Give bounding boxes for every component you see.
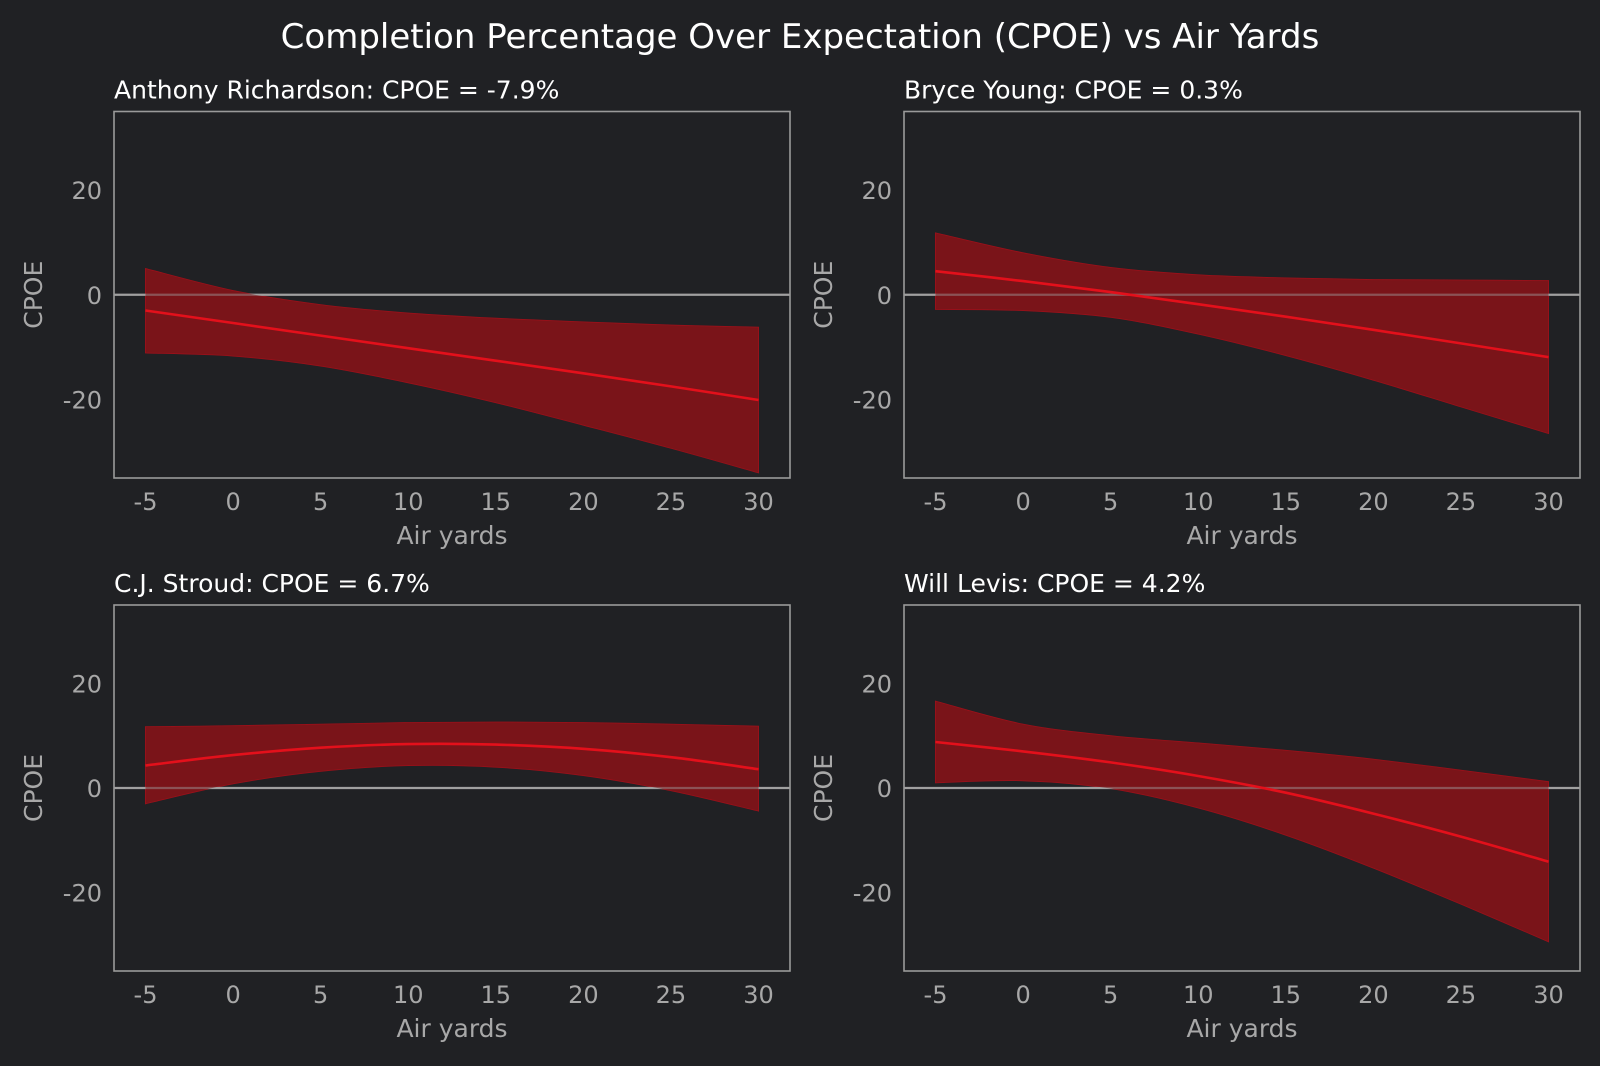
panel-title: Will Levis: CPOE = 4.2%	[904, 569, 1205, 598]
y-axis-label: CPOE	[809, 261, 838, 329]
confidence-band-overlay	[935, 701, 1549, 942]
mean-cpoe-line	[145, 742, 759, 771]
y-tick-label: -20	[853, 386, 892, 414]
panel-title: Bryce Young: CPOE = 0.3%	[904, 76, 1243, 105]
x-tick-label: 5	[1103, 488, 1118, 516]
x-tick-label: 15	[481, 488, 512, 516]
x-tick-label: 0	[1015, 981, 1030, 1009]
y-axis-label: CPOE	[809, 754, 838, 822]
x-tick-label: 10	[1183, 488, 1214, 516]
x-tick-label: 25	[656, 488, 687, 516]
plot-frame	[113, 110, 791, 479]
panel-title: C.J. Stroud: CPOE = 6.7%	[114, 569, 430, 598]
y-tick-label: 20	[71, 670, 102, 698]
y-tick-label: 0	[87, 775, 102, 803]
y-tick-label: 20	[71, 177, 102, 205]
x-tick-label: 5	[1103, 981, 1118, 1009]
x-tick-label: 15	[1271, 488, 1302, 516]
mean-cpoe-line	[935, 740, 1549, 863]
plot-frame	[903, 604, 1581, 972]
x-tick-label: 5	[313, 488, 328, 516]
x-tick-label: 10	[393, 981, 424, 1009]
x-tick-label: -5	[134, 488, 158, 516]
panel-will-levis: Will Levis: CPOE = 4.2% -5 0 5 10 15 20 25 30 -20…	[809, 569, 1581, 1043]
x-tick-label: 20	[1358, 488, 1389, 516]
y-tick-label: 20	[861, 670, 892, 698]
x-axis-label: Air yards	[1186, 521, 1297, 550]
plot-frame	[903, 110, 1581, 479]
y-tick-label: 0	[877, 282, 892, 310]
x-axis-label: Air yards	[396, 1014, 507, 1043]
y-tick-label: -20	[63, 880, 102, 908]
y-tick-label: 0	[87, 282, 102, 310]
panel-anthony-richardson: Anthony Richardson: CPOE = -7.9% -5 0 5 10 15…	[19, 76, 791, 550]
x-tick-label: -5	[134, 981, 158, 1009]
y-axis-label: CPOE	[19, 754, 48, 822]
x-tick-label: 20	[1358, 981, 1389, 1009]
x-tick-label: 10	[393, 488, 424, 516]
mean-cpoe-line	[935, 269, 1549, 359]
x-tick-label: 0	[1015, 488, 1030, 516]
y-tick-label: -20	[853, 880, 892, 908]
x-tick-label: 30	[1533, 488, 1564, 516]
panel-bryce-young: Bryce Young: CPOE = 0.3% -5 0 5 10 15 20 25 30 -2…	[809, 76, 1581, 550]
x-tick-label: 30	[743, 981, 774, 1009]
x-tick-label: 0	[225, 981, 240, 1009]
mean-cpoe-line	[145, 309, 759, 402]
confidence-band-overlay	[145, 268, 759, 473]
x-tick-label: 0	[225, 488, 240, 516]
x-tick-label: 15	[1271, 981, 1302, 1009]
panel-title: Anthony Richardson: CPOE = -7.9%	[114, 76, 559, 105]
y-axis-label: CPOE	[19, 261, 48, 329]
x-tick-label: 15	[481, 981, 512, 1009]
y-tick-label: 0	[877, 775, 892, 803]
x-axis-label: Air yards	[396, 521, 507, 550]
y-tick-label: -20	[63, 386, 102, 414]
x-tick-label: -5	[924, 488, 948, 516]
x-tick-label: 25	[1446, 981, 1477, 1009]
x-tick-label: -5	[924, 981, 948, 1009]
y-tick-label: 20	[861, 177, 892, 205]
x-tick-label: 30	[1533, 981, 1564, 1009]
figure-title: Completion Percentage Over Expectation (…	[281, 17, 1320, 57]
x-tick-label: 25	[656, 981, 687, 1009]
x-tick-label: 10	[1183, 981, 1214, 1009]
x-tick-label: 20	[568, 981, 599, 1009]
confidence-band-overlay	[935, 233, 1549, 434]
x-tick-label: 30	[743, 488, 774, 516]
x-tick-label: 25	[1446, 488, 1477, 516]
x-tick-label: 20	[568, 488, 599, 516]
panel-c-j-stroud: C.J. Stroud: CPOE = 6.7% -5 0 5 10 15 20 25 30 -2…	[19, 569, 791, 1043]
x-axis-label: Air yards	[1186, 1014, 1297, 1043]
plot-frame	[113, 604, 791, 972]
x-tick-label: 5	[313, 981, 328, 1009]
confidence-band-overlay	[145, 722, 759, 811]
